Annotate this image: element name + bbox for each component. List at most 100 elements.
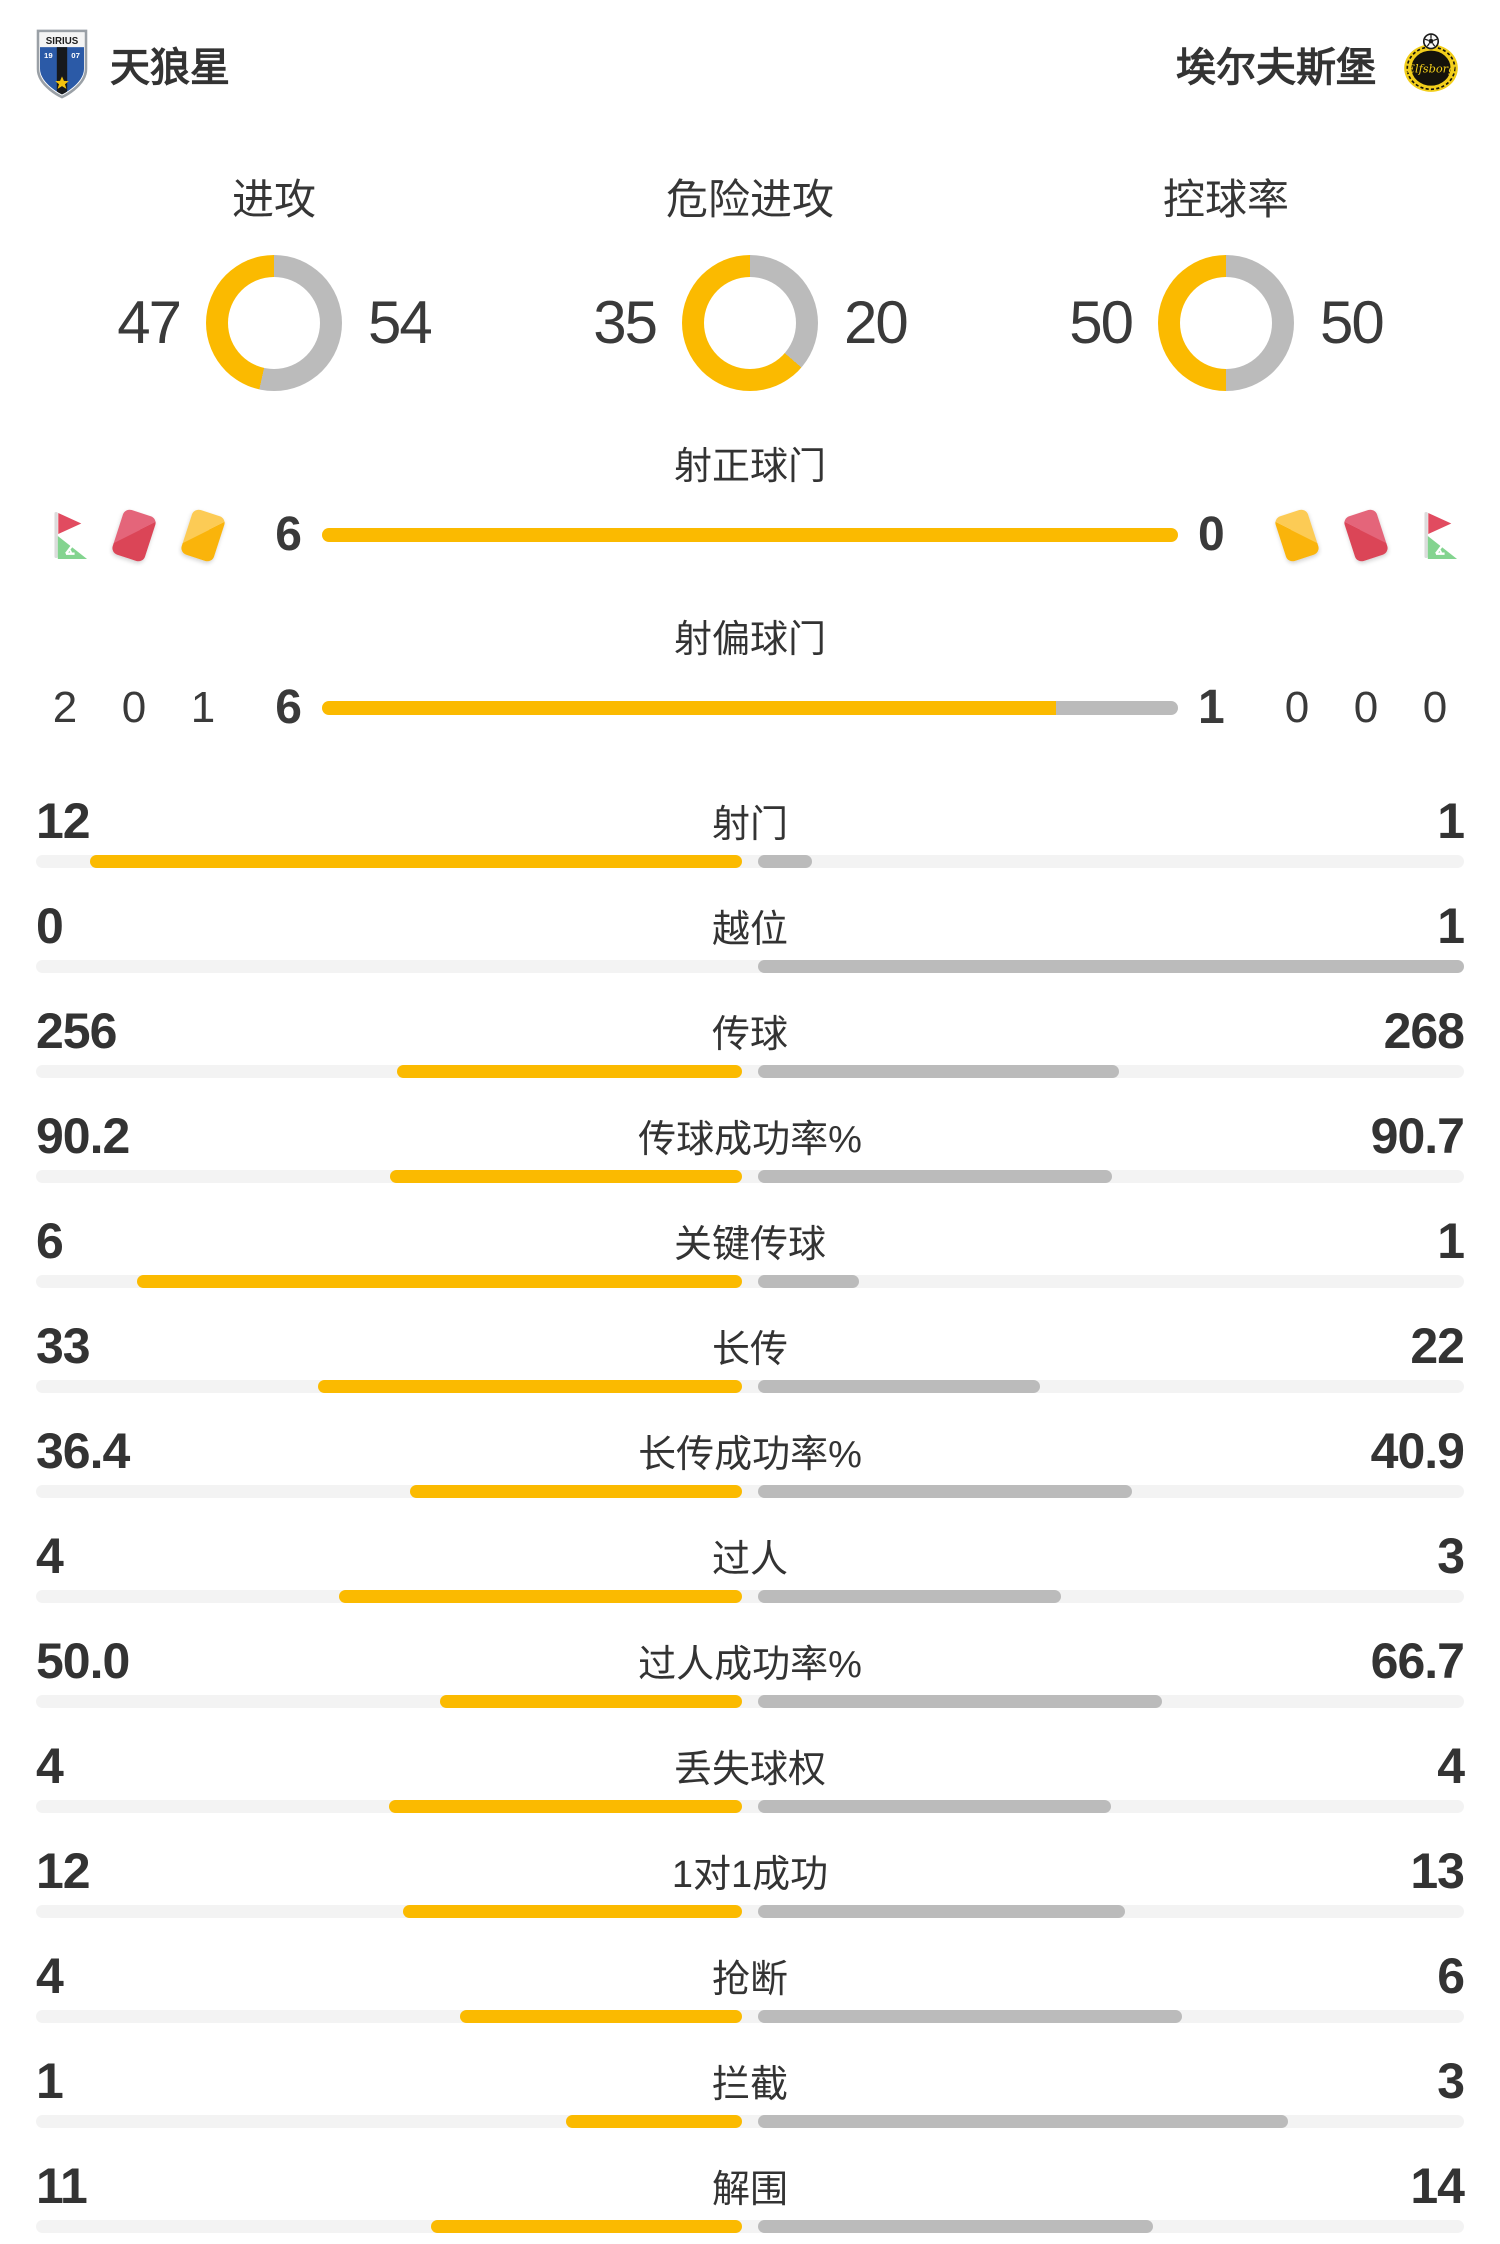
donut-chart	[206, 255, 342, 391]
away-red-cards-count: 0	[1353, 683, 1379, 732]
away-bar	[758, 2115, 1288, 2128]
home-bar-segment	[322, 528, 1178, 542]
away-value: 0	[1198, 508, 1225, 561]
away-value: 22	[1410, 1317, 1465, 1374]
away-bar	[758, 1065, 1120, 1078]
away-value: 4	[1437, 1737, 1465, 1794]
home-value: 1	[36, 2052, 64, 2109]
stat-row-duels-won: 12 1对1成功 13	[36, 1842, 1465, 1918]
home-bar	[397, 1065, 742, 1078]
stat-label: 传球成功率%	[638, 1119, 862, 1161]
home-value: 6	[36, 1212, 64, 1269]
stat-label: 传球	[711, 1014, 788, 1056]
home-value: 12	[36, 792, 91, 849]
home-bar	[318, 1380, 742, 1393]
home-yellow-cards-count: 1	[190, 683, 216, 732]
away-bar	[758, 2220, 1154, 2233]
shots-off-target-bar	[322, 701, 1178, 715]
stat-row-key-passes: 6 关键传球 1	[36, 1212, 1465, 1288]
stat-row-passes: 256 传球 268	[36, 1002, 1465, 1078]
away-value: 6	[1437, 1947, 1465, 2004]
away-bar	[758, 1695, 1162, 1708]
home-value: 256	[36, 1002, 117, 1059]
away-corners-count: 0	[1422, 683, 1448, 732]
home-value: 4	[36, 1947, 64, 2004]
away-value: 1	[1437, 897, 1465, 954]
away-bar	[758, 1590, 1061, 1603]
stat-label: 解围	[711, 2169, 788, 2211]
home-value: 12	[36, 1842, 91, 1899]
shots-off-target-row: 2 0 1 6 1 0 0 0	[36, 679, 1464, 737]
stat-row-interceptions: 1 拦截 3	[36, 2052, 1465, 2128]
away-team[interactable]: 埃尔夫斯堡 Elfsborg	[1176, 31, 1464, 97]
away-discipline-icons	[1268, 507, 1464, 563]
home-value: 4	[36, 1737, 64, 1794]
stats-list: 12 射门 1 0 越位 1 256 传球	[36, 792, 1465, 2233]
home-discipline-counts: 2 0 1	[36, 686, 232, 730]
stat-bar	[36, 1485, 1464, 1498]
summary-donuts: 进攻 47 54 危险进攻 35 20 控球率 50 50	[36, 166, 1464, 391]
home-red-cards-count: 0	[121, 683, 147, 732]
home-value: 33	[36, 1317, 91, 1374]
home-value: 50.0	[36, 1632, 130, 1689]
donut-title: 危险进攻	[665, 176, 834, 223]
yellow-card-icon	[179, 507, 227, 563]
home-bar	[136, 1275, 742, 1288]
away-value: 3	[1437, 1527, 1465, 1584]
stat-row-clearances: 11 解围 14	[36, 2157, 1465, 2233]
home-bar	[90, 855, 742, 868]
stat-row-dribble-success: 50.0 过人成功率% 66.7	[36, 1632, 1465, 1708]
shots-on-target-title: 射正球门	[673, 446, 826, 488]
away-value: 268	[1383, 1002, 1465, 1059]
stat-label: 1对1成功	[671, 1854, 829, 1896]
home-value: 47	[117, 289, 182, 356]
stat-label: 拦截	[711, 2064, 788, 2106]
stat-row-pass-success: 90.2 传球成功率% 90.7	[36, 1107, 1465, 1183]
stat-label: 射门	[711, 804, 788, 846]
stat-bar	[36, 1800, 1464, 1813]
corner-flag-icon	[54, 512, 88, 559]
home-bar	[459, 2010, 742, 2023]
stat-label: 越位	[711, 909, 788, 951]
red-card-icon	[1342, 507, 1390, 563]
corner-flag-icon	[1424, 512, 1458, 559]
away-value: 90.7	[1370, 1107, 1465, 1164]
svg-text:Elfsborg: Elfsborg	[1406, 61, 1456, 75]
away-bar	[758, 960, 1464, 973]
away-value: 1	[1437, 792, 1465, 849]
away-value: 54	[368, 289, 433, 356]
stat-label: 抢断	[711, 1959, 788, 2001]
stat-bar	[36, 1380, 1464, 1393]
stat-bar	[36, 1695, 1464, 1708]
stat-bar	[36, 960, 1464, 973]
away-bar	[758, 1275, 859, 1288]
shots-off-target-title: 射偏球门	[673, 619, 826, 661]
stat-row-possession-lost: 4 丢失球权 4	[36, 1737, 1465, 1813]
home-value: 50	[1069, 289, 1134, 356]
donut-chart	[1158, 255, 1294, 391]
home-value: 90.2	[36, 1107, 130, 1164]
home-bar	[390, 1170, 742, 1183]
stat-bar	[36, 855, 1464, 868]
home-bar	[565, 2115, 742, 2128]
stat-row-shots: 12 射门 1	[36, 792, 1465, 868]
away-bar	[758, 1170, 1112, 1183]
stat-bar	[36, 1065, 1464, 1078]
home-team[interactable]: SIRIUS 19 07 天狼星	[36, 29, 230, 99]
stat-label: 关键传球	[673, 1224, 826, 1266]
home-value: 0	[36, 897, 64, 954]
donut-possession: 控球率 50 50	[988, 166, 1464, 391]
away-bar-segment	[1055, 701, 1178, 715]
donut-dangerous-attacks: 危险进攻 35 20	[512, 166, 988, 391]
svg-text:07: 07	[71, 51, 80, 60]
away-value: 50	[1320, 289, 1385, 356]
away-value: 14	[1410, 2157, 1465, 2214]
away-yellow-cards-count: 0	[1284, 683, 1310, 732]
stat-row-long-balls: 33 长传 22	[36, 1317, 1465, 1393]
stat-label: 长传	[711, 1329, 788, 1371]
away-value: 13	[1410, 1842, 1465, 1899]
svg-text:19: 19	[44, 51, 53, 60]
away-discipline-counts: 0 0 0	[1268, 686, 1464, 730]
stat-bar	[36, 1275, 1464, 1288]
